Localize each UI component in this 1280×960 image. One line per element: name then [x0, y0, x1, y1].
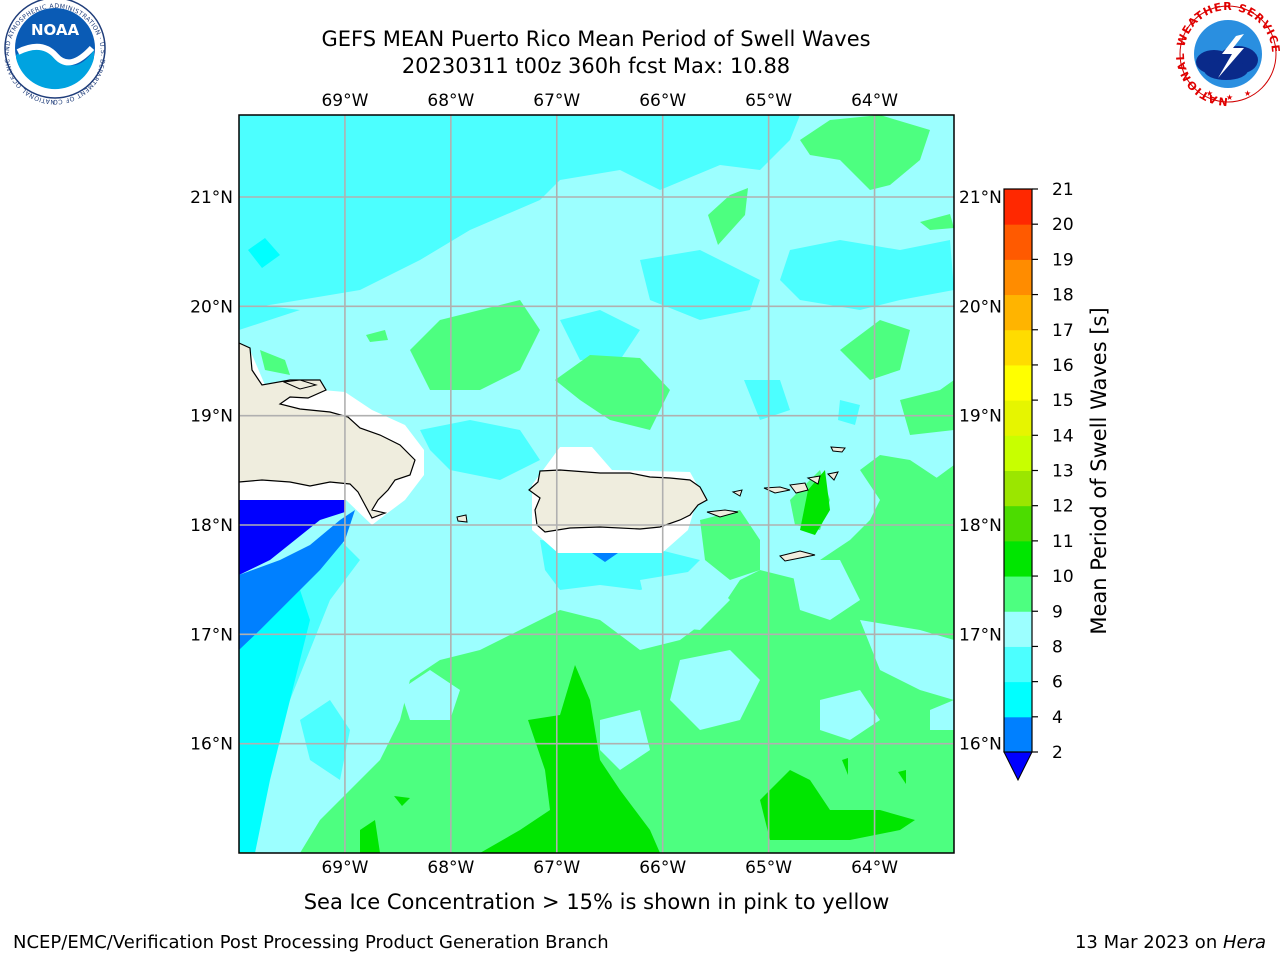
colorbar-tick-label-8: 13: [1052, 462, 1074, 482]
colorbar-tick-label-9: 14: [1052, 426, 1074, 446]
colorbar-under-arrow: [1003, 751, 1033, 782]
contour-2-4s-pr: [592, 553, 618, 562]
lat-tick-label-right-4: 17°N: [959, 625, 1002, 645]
lon-tick-label-top-4: 65°W: [745, 91, 792, 111]
colorbar-segment-10: [1004, 364, 1032, 401]
colorbar-tick-label-10: 15: [1052, 391, 1074, 411]
lon-tick-label-bottom-4: 65°W: [745, 858, 792, 878]
mona-island: [456, 514, 468, 523]
colorbar-tick-label-6: 11: [1052, 532, 1074, 552]
svg-text:★: ★: [1206, 89, 1213, 98]
colorbar-tick-label-16: 21: [1052, 180, 1074, 200]
lon-tick-label-top-2: 67°W: [533, 91, 580, 111]
tick-labels: 69°W 69°W 68°W 68°W 67°W 67°W 66°W 66°W 65°W 65°W…: [190, 91, 1002, 878]
colorbar-tick-label-13: 18: [1052, 286, 1074, 306]
svg-text:★: ★: [1244, 89, 1251, 98]
footer-host: Hera: [1222, 932, 1266, 953]
lat-tick-label-left-2: 19°N: [190, 407, 233, 427]
colorbar-tick-label-11: 16: [1052, 356, 1074, 376]
virgin-islands: [763, 486, 791, 494]
lat-tick-label-left-5: 16°N: [190, 735, 233, 755]
footer-credit: NCEP/EMC/Verification Post Processing Pr…: [13, 932, 609, 953]
contour-under-2s: [239, 500, 345, 575]
lat-tick-label-right-1: 20°N: [959, 297, 1002, 317]
contour-2-4s: [239, 510, 355, 650]
lat-tick-label-left-3: 18°N: [190, 516, 233, 536]
colorbar-segment-3: [1004, 611, 1032, 647]
lat-tick-label-right-5: 16°N: [959, 735, 1002, 755]
colorbar-tick-label-4: 9: [1052, 602, 1063, 622]
colorbar-tick-label-12: 17: [1052, 321, 1074, 341]
lon-tick-label-bottom-0: 69°W: [321, 858, 368, 878]
hispaniola-land: [239, 342, 416, 519]
colorbar-segment-4: [1004, 576, 1032, 612]
lat-tick-label-right-0: 21°N: [959, 188, 1002, 208]
nws-logo: NATIONAL WEATHER SERVICE ★ ★ ★: [1174, 0, 1280, 108]
colorbar-tick-label-7: 12: [1052, 497, 1074, 517]
lat-tick-label-left-0: 21°N: [190, 188, 233, 208]
map-area: [239, 115, 954, 853]
colorbar: 2 4 6 8 9 10 11 12 13 14 15 16 17 18 19 20 21: [1003, 180, 1074, 782]
vieques-island: [706, 509, 739, 518]
colorbar-tick-label-1: 4: [1052, 708, 1063, 728]
colorbar-segment-9: [1004, 400, 1032, 436]
lat-tick-label-left-4: 17°N: [190, 625, 233, 645]
colorbar-segment-1: [1004, 681, 1032, 718]
lat-tick-label-right-3: 18°N: [959, 516, 1002, 536]
svg-text:★: ★: [1226, 93, 1233, 102]
st-croix-island: [779, 550, 816, 562]
colorbar-segment-13: [1004, 259, 1032, 296]
chart-title-line1: GEFS MEAN Puerto Rico Mean Period of Swe…: [321, 27, 871, 51]
chart-title-line2: 20230311 t00z 360h fcst Max: 10.88: [401, 54, 791, 78]
noaa-logo: NATIONAL OCEANIC AND ATMOSPHERIC ADMINIS…: [0, 0, 106, 105]
svg-text:NOAA: NOAA: [31, 21, 80, 39]
colorbar-segment-14: [1004, 224, 1032, 260]
gridlines: [239, 115, 954, 853]
colorbar-tick-label-14: 19: [1052, 250, 1074, 270]
sea-ice-note: Sea Ice Concentration > 15% is shown in …: [303, 890, 890, 914]
lon-tick-label-bottom-3: 66°W: [639, 858, 686, 878]
lon-tick-label-top-1: 68°W: [427, 91, 474, 111]
colorbar-segment-11: [1004, 329, 1032, 366]
colorbar-tick-label-0: 2: [1052, 743, 1063, 763]
contour-10-11s: [360, 470, 915, 853]
lon-tick-label-top-3: 66°W: [639, 91, 686, 111]
colorbar-segment-5: [1004, 540, 1032, 577]
colorbar-segment-6: [1004, 505, 1032, 542]
lat-tick-label-left-1: 20°N: [190, 297, 233, 317]
colorbar-segment-2: [1004, 646, 1032, 683]
colorbar-segment-12: [1004, 294, 1032, 331]
colorbar-label: Mean Period of Swell Waves [s]: [1087, 307, 1111, 634]
colorbar-tick-label-2: 6: [1052, 673, 1063, 693]
contour-8-9s-inner: [400, 560, 954, 770]
map-frame: [238, 114, 955, 854]
footer-date: 13 Mar 2023 on Hera: [1074, 932, 1266, 953]
lon-tick-label-bottom-2: 67°W: [533, 858, 580, 878]
contour-9-10s: [239, 115, 954, 853]
lon-tick-label-top-5: 64°W: [851, 91, 898, 111]
colorbar-segment-7: [1004, 470, 1032, 507]
lon-tick-label-bottom-1: 68°W: [427, 858, 474, 878]
colorbar-tick-label-15: 20: [1052, 215, 1074, 235]
colorbar-segment-15: [1004, 189, 1032, 225]
colorbar-tick-label-5: 10: [1052, 567, 1074, 587]
colorbar-segment-0: [1004, 716, 1032, 753]
lon-tick-label-bottom-5: 64°W: [851, 858, 898, 878]
colorbar-tick-label-3: 8: [1052, 637, 1063, 657]
colorbar-segment-8: [1004, 435, 1032, 471]
lat-tick-label-right-2: 19°N: [959, 407, 1002, 427]
contour-4-6s: [239, 238, 310, 853]
lon-tick-label-top-0: 69°W: [321, 91, 368, 111]
